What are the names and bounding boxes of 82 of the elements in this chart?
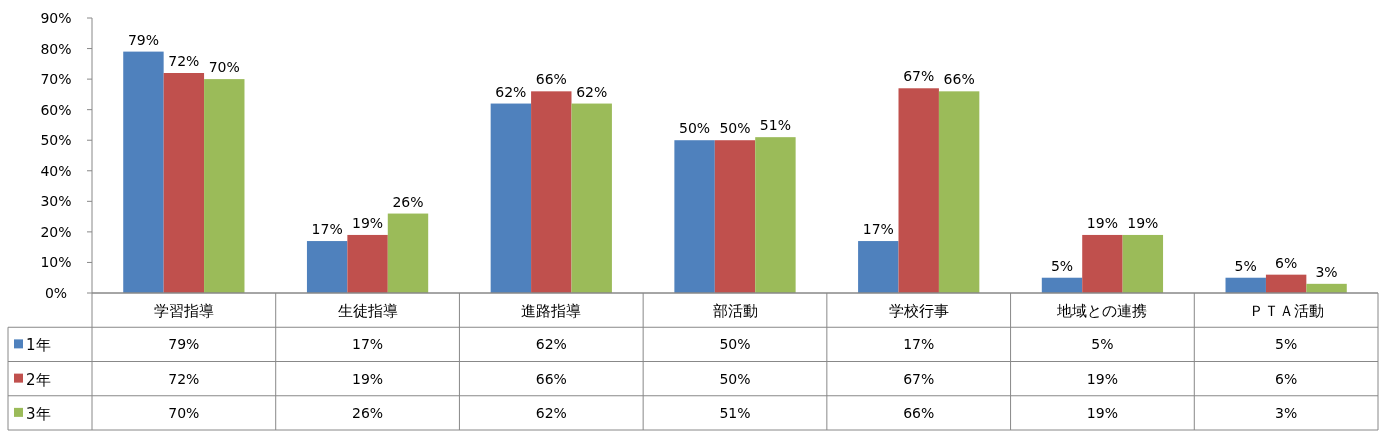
data-label: 70% xyxy=(168,404,200,421)
text: 62% xyxy=(576,83,608,100)
legend-label: 2年 xyxy=(26,370,51,389)
bar xyxy=(1122,234,1164,293)
data-label: 79% xyxy=(168,336,200,353)
legend-label: 3年 xyxy=(26,404,51,423)
text: 17% xyxy=(862,221,894,238)
data-label: 66% xyxy=(535,370,567,387)
x-tick-label: 学校行事 xyxy=(888,302,949,321)
bar xyxy=(898,88,939,293)
y-tick-label: 40% xyxy=(40,162,72,179)
text: 51% xyxy=(759,117,791,134)
data-label: 19% xyxy=(352,370,384,387)
data-label: 5% xyxy=(1091,336,1114,353)
y-tick-label: 60% xyxy=(40,101,72,118)
bar xyxy=(1225,277,1266,293)
data-label: 67% xyxy=(903,370,935,387)
y-tick-label: 30% xyxy=(40,193,72,210)
text: 19% xyxy=(352,214,384,231)
y-tick-label: 80% xyxy=(40,40,72,57)
bar xyxy=(571,103,612,293)
x-tick-label: 地域との連携 xyxy=(1056,302,1148,321)
text: 5% xyxy=(1234,257,1257,274)
bar xyxy=(306,241,348,293)
data-label: 72% xyxy=(168,370,200,387)
text: 62% xyxy=(495,83,527,100)
bar xyxy=(123,51,164,293)
text: 72% xyxy=(168,53,200,69)
bar xyxy=(674,140,715,293)
bar xyxy=(204,79,245,293)
bar xyxy=(1265,274,1307,293)
text: 5% xyxy=(1050,257,1074,274)
bar xyxy=(858,241,899,293)
y-tick-label: 20% xyxy=(40,223,72,240)
text: 50% xyxy=(719,120,751,137)
bar xyxy=(714,140,756,293)
data-label: 62% xyxy=(535,336,567,353)
data-label: 17% xyxy=(903,336,935,353)
data-label: 50% xyxy=(719,336,751,353)
data-label: 26% xyxy=(352,404,384,421)
bar xyxy=(755,137,796,293)
bar xyxy=(387,213,429,293)
data-label: 5% xyxy=(1275,336,1298,353)
text: 66% xyxy=(943,71,975,88)
text: 19% xyxy=(1127,214,1159,231)
text: 19% xyxy=(1086,214,1118,231)
legend-label: 1年 xyxy=(26,336,51,355)
x-tick-label: 学習指導 xyxy=(153,302,214,321)
bar xyxy=(347,234,388,293)
x-tick-label: 進路指導 xyxy=(521,302,582,321)
text: 17% xyxy=(311,221,343,238)
text: 67% xyxy=(903,68,935,85)
y-tick-label: 10% xyxy=(40,254,72,271)
bar xyxy=(531,91,572,293)
data-label: 6% xyxy=(1275,370,1298,387)
data-label: 19% xyxy=(1086,370,1118,387)
text: 6% xyxy=(1275,254,1298,271)
bar xyxy=(1082,234,1123,293)
x-tick-label: 部活動 xyxy=(712,302,758,321)
y-tick-label: 90% xyxy=(40,10,72,26)
text: 70% xyxy=(208,59,240,76)
text: 50% xyxy=(679,120,711,137)
data-label: 51% xyxy=(719,404,751,421)
x-tick-label: ＰＴＡ活動 xyxy=(1248,302,1324,321)
bar xyxy=(938,91,980,293)
y-tick-label: 70% xyxy=(40,71,72,88)
x-tick-label: 生徒指導 xyxy=(337,302,398,321)
data-label: 66% xyxy=(903,404,935,421)
y-tick-label: 0% xyxy=(44,285,68,301)
data-label: 17% xyxy=(352,336,384,353)
y-tick-label: 50% xyxy=(40,132,72,149)
bar xyxy=(1041,277,1083,293)
data-label: 19% xyxy=(1086,404,1118,421)
data-label: 3% xyxy=(1275,404,1298,421)
data-label: 50% xyxy=(719,370,751,387)
bar xyxy=(163,73,205,293)
bar xyxy=(490,103,532,293)
text: 26% xyxy=(392,193,424,210)
text: 3% xyxy=(1315,263,1338,280)
text: 79% xyxy=(127,31,159,48)
data-label: 62% xyxy=(535,404,567,421)
text: 66% xyxy=(535,71,567,88)
